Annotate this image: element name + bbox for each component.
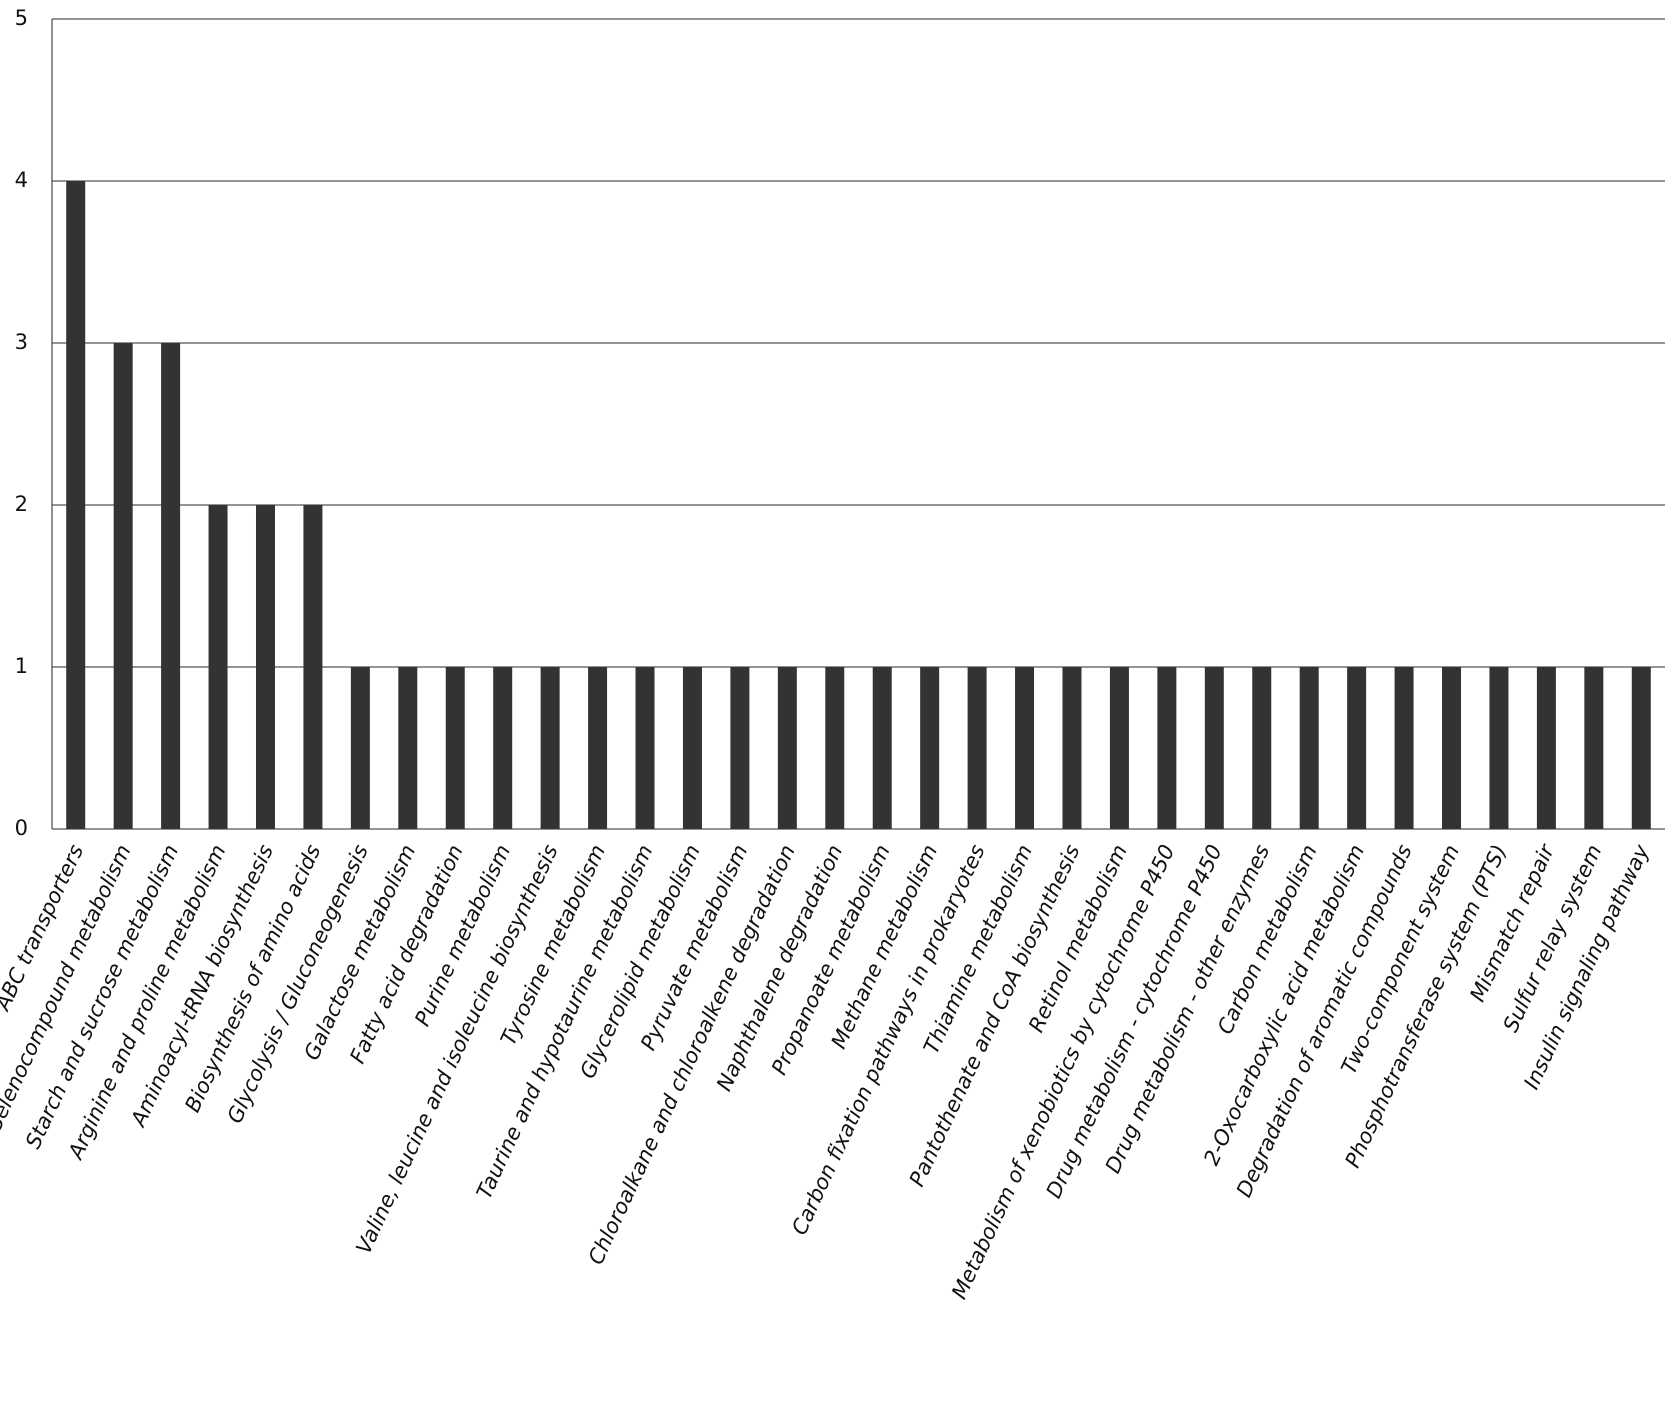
bar [1584, 667, 1604, 829]
bar [872, 667, 892, 829]
bar [1347, 667, 1367, 829]
bar [777, 667, 797, 829]
bar [588, 667, 608, 829]
bar [1157, 667, 1177, 829]
bar [967, 667, 987, 829]
bar [350, 667, 370, 829]
y-tick-label: 5 [15, 6, 28, 30]
bar [1015, 667, 1035, 829]
bar [1442, 667, 1462, 829]
bar [66, 181, 86, 829]
bar [635, 667, 655, 829]
bar [1252, 667, 1272, 829]
bar [1299, 667, 1319, 829]
bar [445, 667, 465, 829]
bar [825, 667, 845, 829]
bar [113, 343, 133, 829]
bar [1109, 667, 1129, 829]
y-tick-label: 2 [15, 492, 28, 516]
bar [208, 505, 228, 829]
bar [161, 343, 181, 829]
y-tick-label: 0 [15, 816, 28, 840]
bar [398, 667, 418, 829]
y-tick-label: 1 [15, 654, 28, 678]
bar [1204, 667, 1224, 829]
bar [1394, 667, 1414, 829]
bar [682, 667, 702, 829]
bar [493, 667, 513, 829]
bar [255, 505, 275, 829]
bar [1536, 667, 1556, 829]
y-tick-label: 4 [15, 168, 28, 192]
bar [730, 667, 750, 829]
y-tick-label: 3 [15, 330, 28, 354]
bar [920, 667, 940, 829]
bar [1631, 667, 1651, 829]
bar [540, 667, 560, 829]
bar [303, 505, 323, 829]
bar [1489, 667, 1509, 829]
bar [1062, 667, 1082, 829]
